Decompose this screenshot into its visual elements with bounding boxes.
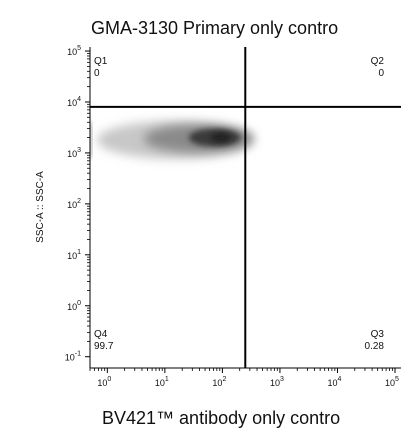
y-tick-exponent: 1 <box>77 249 81 256</box>
quadrant-id-q3: Q3 <box>371 329 385 340</box>
quadrant-id-q1: Q1 <box>94 56 108 67</box>
y-axis-label: SSC-A :: SSC-A <box>35 171 46 243</box>
x-tick-label: 101 <box>155 376 169 388</box>
x-tick-exponent: 1 <box>165 376 169 383</box>
quadrant-id-q2: Q2 <box>371 56 385 67</box>
x-tick-exponent: 5 <box>395 376 399 383</box>
y-tick-label: 103 <box>67 147 81 159</box>
y-tick-exponent: 5 <box>77 45 81 52</box>
quadrant-gates <box>90 47 401 368</box>
cell-population-density <box>90 120 254 159</box>
y-tick-exponent: -1 <box>75 351 81 358</box>
y-tick-label: 105 <box>67 45 81 57</box>
x-tick-exponent: 4 <box>338 376 342 383</box>
x-tick-label: 105 <box>385 376 399 388</box>
y-tick-label: 101 <box>67 249 81 261</box>
x-tick-label: 100 <box>97 376 111 388</box>
chart-title: GMA-3130 Primary only contro <box>91 18 338 38</box>
quadrant-percent-q3: 0.28 <box>365 341 385 352</box>
y-tick-exponent: 4 <box>77 96 81 103</box>
density-peak <box>210 132 231 143</box>
quadrant-id-q4: Q4 <box>94 329 108 340</box>
y-tick-exponent: 3 <box>77 147 81 154</box>
x-axis-label: BV421™ antibody only contro <box>102 408 340 428</box>
x-tick-exponent: 0 <box>107 376 111 383</box>
x-tick-label: 104 <box>328 376 342 388</box>
y-tick-label: 104 <box>67 96 81 108</box>
y-tick-label: 102 <box>67 198 81 210</box>
quadrant-percent-q2: 0 <box>378 68 384 79</box>
quadrant-percent-q1: 0 <box>94 68 100 79</box>
y-tick-label: 10-1 <box>65 351 81 363</box>
x-tick-label: 102 <box>212 376 226 388</box>
density-axis-pileup <box>90 121 92 158</box>
x-tick-label: 103 <box>270 376 284 388</box>
y-tick-label: 100 <box>67 300 81 312</box>
x-tick-exponent: 2 <box>222 376 226 383</box>
y-tick-exponent: 0 <box>77 300 81 307</box>
x-tick-exponent: 3 <box>280 376 284 383</box>
y-tick-exponent: 2 <box>77 198 81 205</box>
quadrant-percent-q4: 99.7 <box>94 341 114 352</box>
